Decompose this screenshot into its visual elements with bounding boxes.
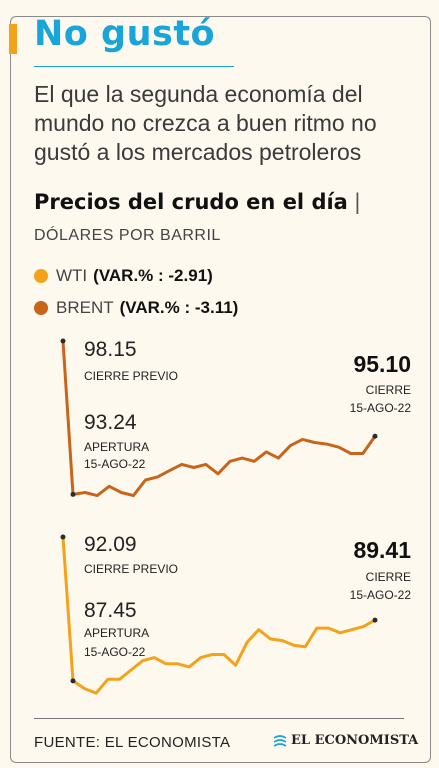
- chart-title-separator: |: [353, 190, 361, 214]
- legend-var-brent: (VAR.% : -3.11): [119, 298, 239, 317]
- brent-open-value: 93.24: [84, 411, 137, 434]
- wti-close-label: CIERRE: [366, 570, 411, 584]
- wti-prev-close-value: 92.09: [84, 533, 137, 556]
- wti-open-date: 15-AGO-22: [84, 645, 146, 659]
- legend-name-wti: WTI: [56, 266, 88, 285]
- legend-name-brent: BRENT: [56, 298, 114, 317]
- chart-title-text: Precios del crudo en el día: [34, 190, 348, 214]
- legend-dot-brent: [34, 301, 48, 315]
- wti-prev-close-point: [60, 534, 66, 540]
- brent-prev-close-point: [60, 338, 66, 344]
- wti-chart: 92.09 CIERRE PREVIO 87.45 APERTURA 15-AG…: [60, 533, 412, 695]
- brent-close-date: 15-AGO-22: [350, 401, 412, 415]
- legend-item-brent: BRENT (VAR.% : -3.11): [34, 297, 238, 319]
- wti-close-date: 15-AGO-22: [350, 588, 412, 602]
- legend-item-wti: WTI (VAR.% : -2.91): [34, 265, 213, 287]
- subtitle: El que la segunda economía del mundo no …: [34, 81, 377, 165]
- wti-close-point: [372, 617, 378, 623]
- legend-dot-wti: [34, 269, 48, 283]
- headline: No gustó: [34, 14, 216, 54]
- legend-var-wti: (VAR.% : -2.91): [93, 266, 213, 285]
- accent-bar: [9, 24, 17, 54]
- logo-text: EL ECONOMISTA: [291, 733, 419, 748]
- source-label: FUENTE: EL ECONOMISTA: [34, 734, 231, 751]
- wti-price-line: [61, 536, 376, 695]
- units-label: DÓLARES POR BARRIL: [34, 227, 221, 244]
- brent-price-line: [61, 340, 377, 498]
- brent-chart: 98.15 CIERRE PREVIO 93.24 APERTURA 15-AG…: [60, 338, 412, 498]
- brent-close-point: [372, 433, 378, 439]
- infographic-frame: [10, 16, 431, 763]
- wti-open-label: APERTURA: [84, 626, 149, 640]
- wti-open-point: [70, 678, 76, 684]
- wti-open-value: 87.45: [84, 599, 137, 622]
- brent-close-value: 95.10: [353, 351, 411, 377]
- footer-rule: [34, 718, 404, 719]
- logo-icon: [273, 734, 287, 747]
- brent-prev-close-label: CIERRE PREVIO: [84, 369, 178, 383]
- brent-prev-close-value: 98.15: [84, 338, 137, 361]
- chart-title: Precios del crudo en el día |: [34, 190, 361, 214]
- headline-rule: [34, 66, 234, 67]
- el-economista-logo: EL ECONOMISTA: [272, 733, 418, 748]
- brent-close-label: CIERRE: [366, 383, 411, 397]
- wti-prev-close-label: CIERRE PREVIO: [84, 562, 178, 576]
- brent-open-point: [70, 491, 76, 497]
- brent-open-label: APERTURA: [84, 440, 149, 454]
- wti-close-value: 89.41: [353, 537, 411, 563]
- brent-open-date: 15-AGO-22: [84, 457, 146, 471]
